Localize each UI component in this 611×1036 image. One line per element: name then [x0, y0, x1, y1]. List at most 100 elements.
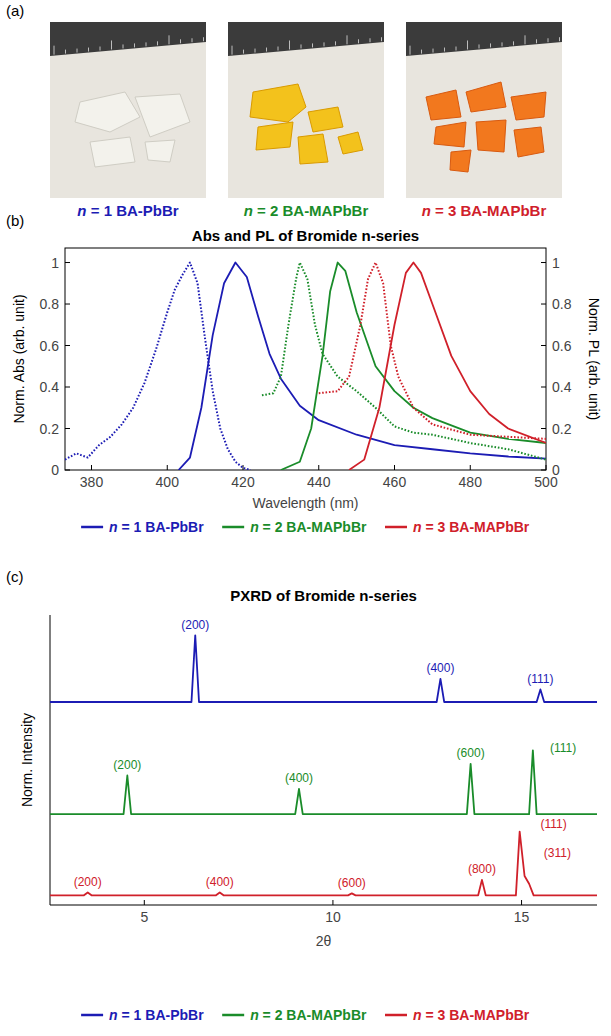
ruler-tick [381, 37, 382, 41]
peak-label: (600) [338, 876, 366, 890]
peak-label: (111) [550, 741, 576, 755]
legend-label: n = 2 BA-MAPbBr [250, 519, 367, 535]
x-tick-label: 10 [325, 909, 341, 925]
crystal [450, 150, 471, 172]
crystal [426, 90, 461, 120]
chart-title: Abs and PL of Bromide n-series [192, 227, 419, 244]
y2-tick [541, 262, 546, 263]
x-axis-title: 2θ [316, 933, 332, 949]
crystal [511, 92, 546, 120]
ruler-tick [65, 50, 66, 54]
y-tick-label: 0.2 [40, 421, 60, 437]
series-group [65, 263, 546, 470]
y2-tick [541, 387, 546, 388]
ruler-tick [335, 41, 336, 45]
ruler-tick [548, 38, 549, 42]
legend-swatch [222, 1014, 244, 1017]
y2-tick [541, 304, 546, 305]
y-tick-label: 0.6 [40, 338, 60, 354]
ruler-tick [278, 47, 279, 51]
series-line [319, 263, 546, 439]
series-line [50, 635, 597, 702]
y-tick [65, 387, 70, 388]
text-italic-part: n [77, 202, 86, 219]
peak-label: (600) [457, 746, 485, 760]
legend-swatch [385, 1014, 407, 1017]
text-rest-part: = 1 BA-PbBr [87, 202, 179, 219]
y2-tick-label: 0.2 [552, 421, 572, 437]
ruler-tick [243, 50, 244, 54]
crystal [145, 140, 175, 162]
ruler-tick [123, 44, 124, 48]
x-tick [332, 900, 333, 905]
ruler-tick [513, 41, 514, 45]
peak-label: (400) [285, 771, 313, 785]
y-tick-label: 0.8 [40, 296, 60, 312]
peak-label: (111) [541, 817, 567, 831]
ruler-tick [525, 35, 526, 44]
ruler-tick [312, 43, 313, 47]
ruler-tick [157, 41, 158, 45]
text-italic-part: n [422, 202, 431, 219]
ruler-tick [358, 39, 359, 43]
text-italic-part: n [250, 519, 259, 535]
ruler-tick [324, 42, 325, 46]
series-line [281, 263, 546, 470]
x-tick-label: 380 [80, 474, 104, 490]
ruler-tick [100, 47, 101, 51]
y-tick [65, 428, 70, 429]
ruler-tick [266, 48, 267, 52]
legend-swatch [385, 526, 407, 529]
ruler-tick [255, 49, 256, 53]
crystal [256, 122, 293, 150]
photo [406, 22, 562, 198]
y2-tick-label: 0.6 [552, 338, 572, 354]
series-line [179, 263, 546, 470]
x-axis-line [50, 905, 597, 906]
text-rest-part: = 2 BA-MAPbBr [259, 519, 367, 535]
y2-tick-label: 1 [552, 255, 560, 271]
ruler-tick [433, 49, 434, 53]
y-axis-title: Norm. Abs (arb. unit) [11, 294, 27, 423]
ruler [406, 22, 562, 56]
ruler-tick [203, 37, 204, 41]
series-line [349, 263, 546, 470]
ruler-tick [88, 48, 89, 52]
ruler-tick [169, 35, 170, 44]
crystal [466, 82, 506, 112]
y2-axis-title: Norm. PL (arb. unit) [586, 298, 602, 420]
y-tick-label: 0.4 [40, 379, 60, 395]
crystal [308, 107, 343, 132]
y-tick [65, 345, 70, 346]
crystal [250, 84, 306, 122]
ruler-tick [77, 49, 78, 53]
text-rest-part: = 1 BA-PbBr [118, 519, 205, 535]
ruler-tick [559, 37, 560, 41]
text-italic-part: n [413, 519, 422, 535]
ruler-tick [134, 43, 135, 47]
ruler-tick [289, 40, 290, 49]
plot-frame [65, 248, 546, 470]
text-rest-part: = 1 BA-PbBr [118, 1007, 205, 1023]
crystal [135, 94, 190, 137]
y2-tick [541, 428, 546, 429]
peak-label: (800) [468, 862, 496, 876]
series-line [262, 263, 546, 460]
text-italic-part: n [413, 1007, 422, 1023]
panel-letter: (a) [6, 2, 24, 19]
legend: n = 1 BA-PbBrn = 2 BA-MAPbBrn = 3 BA-MAP… [81, 1007, 530, 1023]
ruler-tick [456, 47, 457, 51]
x-tick-label: 5 [140, 909, 148, 925]
x-tick-label: 15 [514, 909, 530, 925]
ruler-tick [410, 46, 411, 55]
x-axis-title: Wavelength (nm) [252, 495, 358, 511]
y2-tick [541, 470, 546, 471]
ruler [228, 22, 384, 56]
x-tick [470, 465, 471, 470]
crystal [514, 127, 544, 157]
series-group [50, 635, 597, 895]
text-rest-part: = 2 BA-MAPbBr [253, 202, 369, 219]
photo-background [406, 22, 562, 198]
legend: n = 1 BA-PbBrn = 2 BA-MAPbBrn = 3 BA-MAP… [81, 519, 530, 535]
ruler-tick [479, 44, 480, 48]
